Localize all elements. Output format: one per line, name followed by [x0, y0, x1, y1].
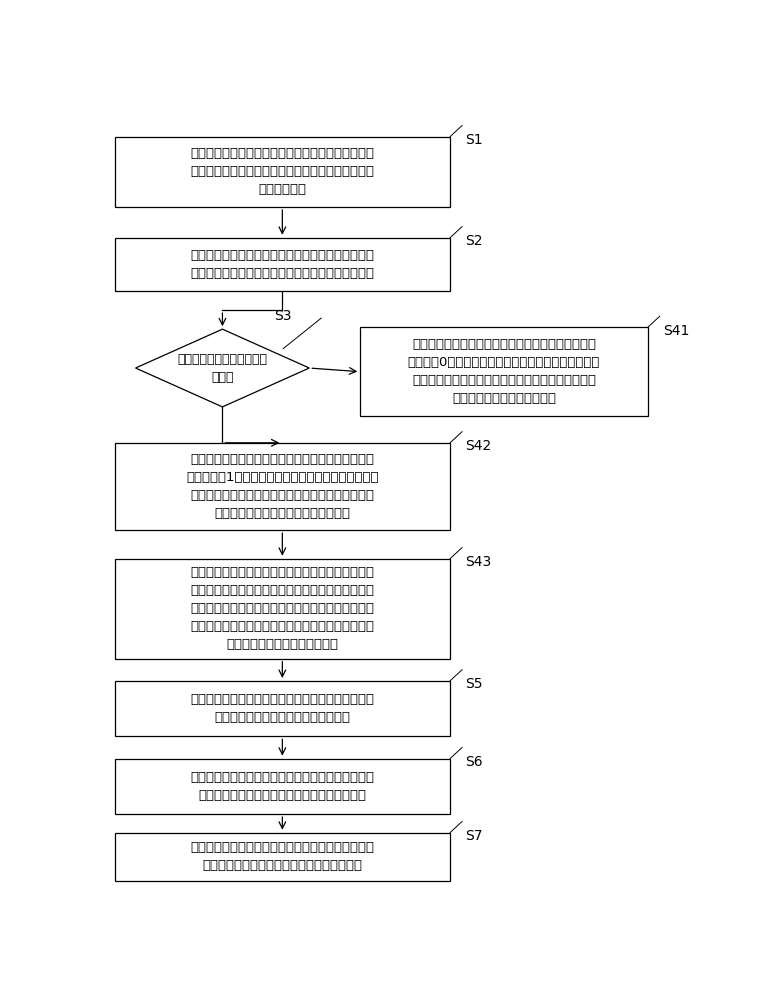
- FancyBboxPatch shape: [360, 327, 648, 416]
- Text: 场站接收工况数据补采指令、补采集场站内的工况数
据信息并将补采到的工况数据信息上传至集中站: 场站接收工况数据补采指令、补采集场站内的工况数 据信息并将补采到的工况数据信息上…: [190, 771, 374, 802]
- Polygon shape: [135, 329, 309, 407]
- Text: 集中站获取补采任务序列表，按照补采任务序列表的
次序顺次向场站下发工况数据补采指令: 集中站获取补采任务序列表，按照补采任务序列表的 次序顺次向场站下发工况数据补采指…: [190, 693, 374, 724]
- Text: S41: S41: [662, 324, 689, 338]
- Text: 当校验结果为有效时，集中站将该时刻节点对应的失
败次数归0，将工况数据信息转存至服务器端，同时将
工况数据采集任务时刻表中预设的下一时刻节点确定
为下一次采集任: 当校验结果为有效时，集中站将该时刻节点对应的失 败次数归0，将工况数据信息转存至…: [408, 338, 600, 405]
- Text: 集中站将补采到的工况数据计入补采任务序列表中，
同时将补采到的工况数据信息转存至服务器端: 集中站将补采到的工况数据计入补采任务序列表中， 同时将补采到的工况数据信息转存至…: [190, 841, 374, 872]
- Text: S3: S3: [274, 309, 292, 323]
- FancyBboxPatch shape: [114, 833, 450, 881]
- Text: S43: S43: [465, 555, 492, 569]
- FancyBboxPatch shape: [114, 681, 450, 736]
- Text: 集中站获取工况数据采集任务时刻表，确定最近一次
采集任务对应的时刻，在该时刻节点向场站下发工况
数据采集指令: 集中站获取工况数据采集任务时刻表，确定最近一次 采集任务对应的时刻，在该时刻节点…: [190, 147, 374, 196]
- Text: S1: S1: [465, 133, 482, 147]
- FancyBboxPatch shape: [114, 443, 450, 530]
- FancyBboxPatch shape: [114, 759, 450, 814]
- Text: 当该时刻节点对应的失败次数大于等于第一预设次数
时，将该时刻节点标记为问题时刻节点，同时将该时
刻节点对应的采集任务移动至补采任务序列表中，并
将工况数据采集任: 当该时刻节点对应的失败次数大于等于第一预设次数 时，将该时刻节点标记为问题时刻节…: [190, 566, 374, 651]
- FancyBboxPatch shape: [114, 137, 450, 207]
- Text: 集中站校验工况数据信息的
有效性: 集中站校验工况数据信息的 有效性: [178, 353, 267, 384]
- Text: S6: S6: [465, 755, 482, 769]
- FancyBboxPatch shape: [114, 238, 450, 291]
- Text: S2: S2: [465, 234, 482, 248]
- Text: 当校验结果为无效时，集中站将该时刻节点对应的失
败次数累加1，向场站重新下发工况数据采集指令并校
验新采集所得的工况数据信息的有效性，直至该时刻
节点对应的失败: 当校验结果为无效时，集中站将该时刻节点对应的失 败次数累加1，向场站重新下发工况…: [186, 453, 379, 520]
- Text: S7: S7: [465, 829, 482, 843]
- Text: 场站接收工况数据采集指令，采集该时刻节点场站内
的工况数据信息并将工况数据信息汇总上传至集中站: 场站接收工况数据采集指令，采集该时刻节点场站内 的工况数据信息并将工况数据信息汇…: [190, 249, 374, 280]
- Text: S5: S5: [465, 677, 482, 691]
- Text: S42: S42: [465, 439, 492, 453]
- FancyBboxPatch shape: [114, 559, 450, 659]
